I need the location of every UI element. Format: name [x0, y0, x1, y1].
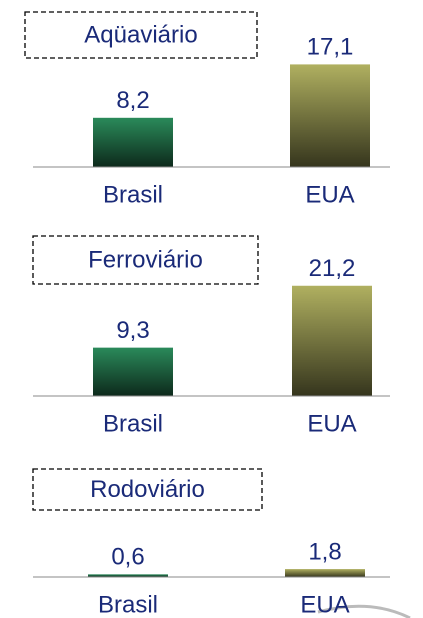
chart-title: Ferroviário	[88, 246, 203, 273]
bar-shade	[93, 117, 173, 167]
title-box	[24, 11, 258, 59]
value-label: 17,1	[307, 34, 354, 61]
value-label: 0,6	[111, 544, 144, 571]
bar-shade	[93, 347, 173, 396]
x-tick-label: Brasil	[98, 591, 158, 618]
x-tick-label: EUA	[300, 591, 349, 618]
decoration	[317, 604, 411, 618]
chart-title: Aqüaviário	[84, 21, 197, 48]
x-tick-label: Brasil	[103, 410, 163, 437]
x-tick-label: EUA	[307, 410, 356, 437]
value-label: 8,2	[116, 87, 149, 114]
x-tick-label: Brasil	[103, 181, 163, 208]
bar-shade	[88, 574, 168, 577]
bar-shade	[292, 285, 372, 396]
title-box	[32, 468, 263, 511]
value-label: 21,2	[309, 255, 356, 282]
x-tick-label: EUA	[305, 181, 354, 208]
value-label: 1,8	[308, 538, 341, 565]
bar-shade	[285, 569, 365, 577]
title-box	[32, 235, 259, 285]
bar-shade	[290, 64, 370, 167]
chart-title: Rodoviário	[90, 476, 205, 503]
value-label: 9,3	[116, 317, 149, 344]
